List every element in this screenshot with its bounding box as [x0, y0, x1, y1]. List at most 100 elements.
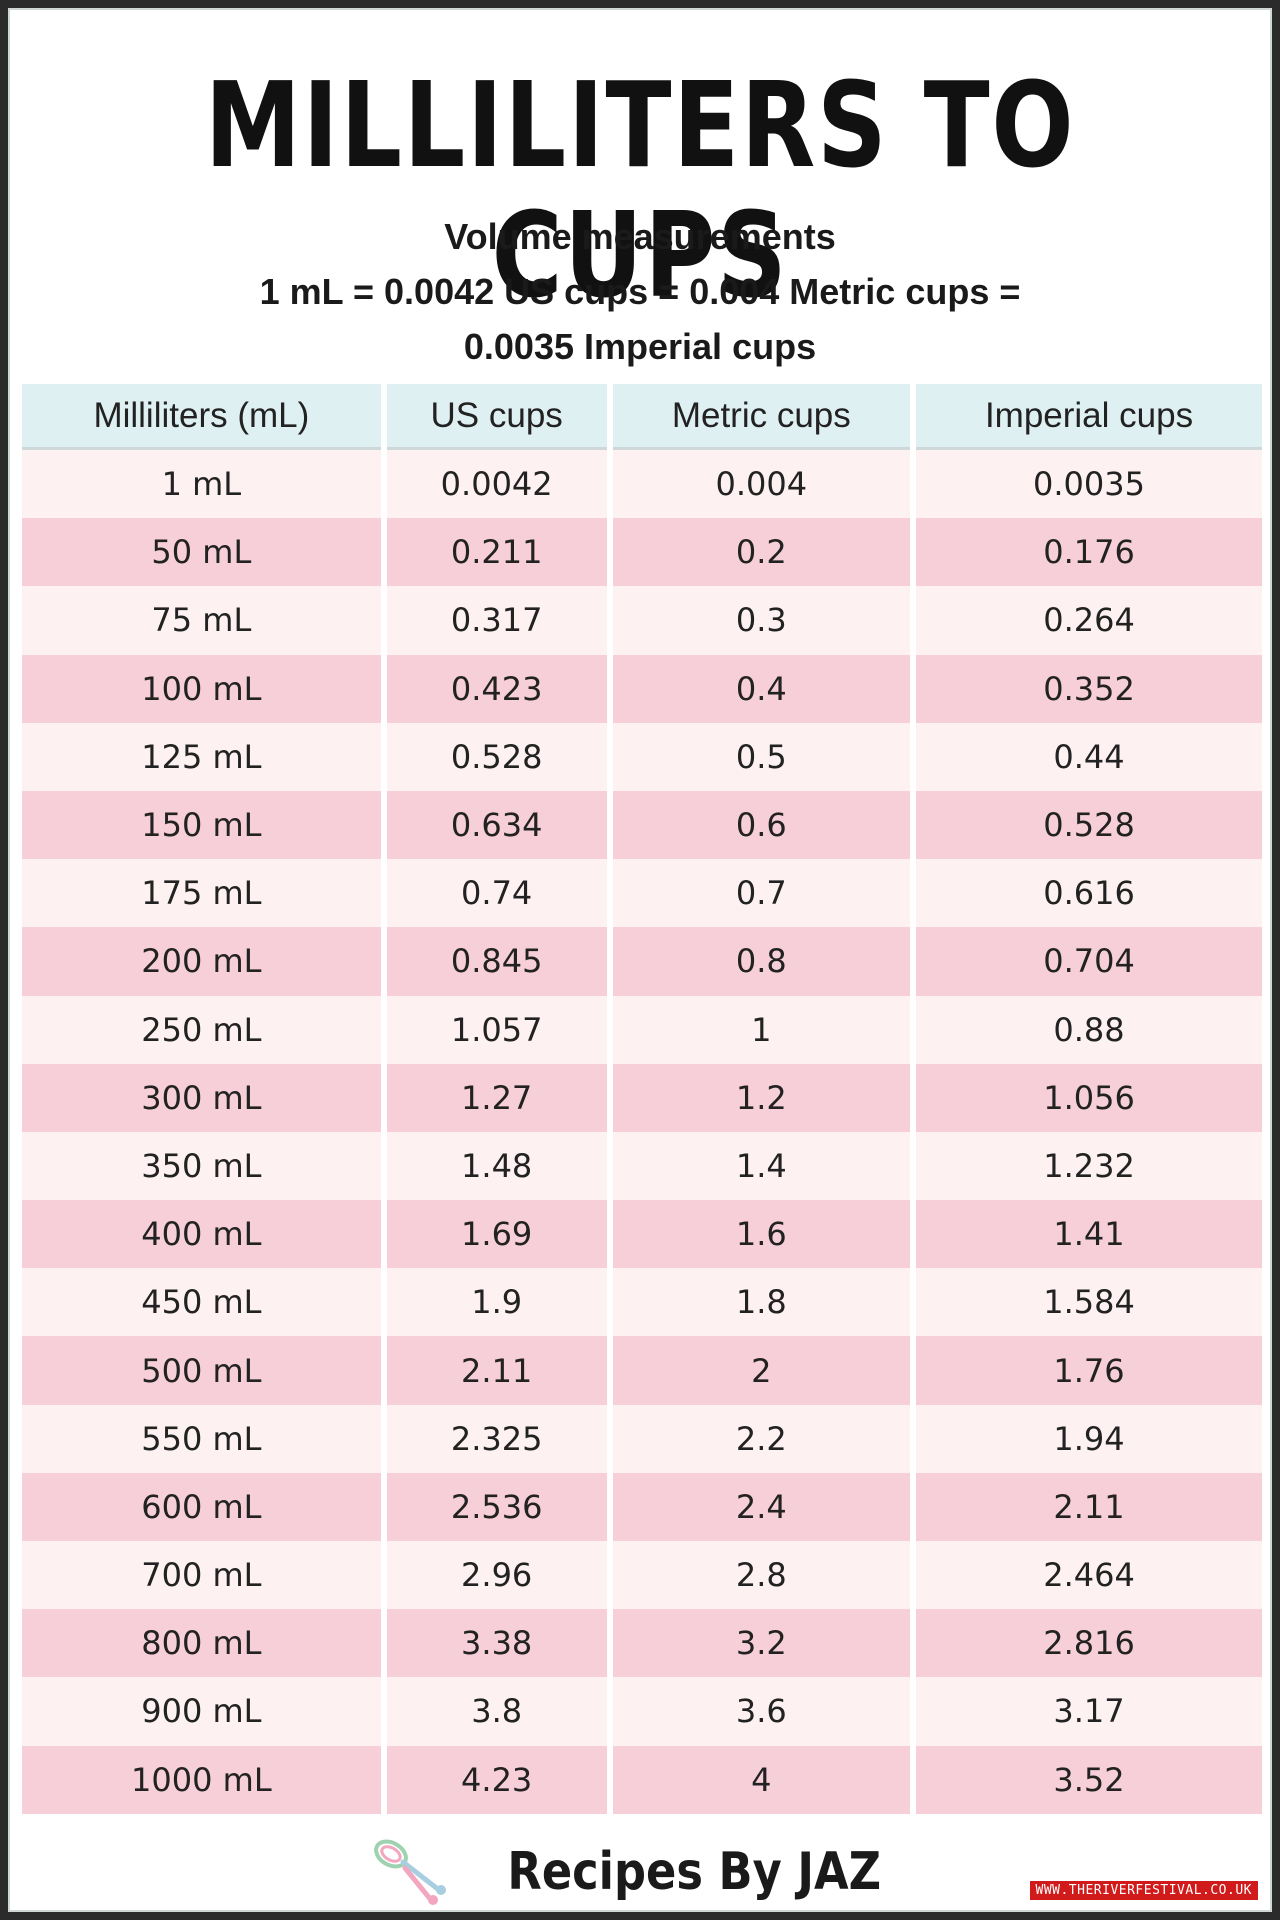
imperial-cups-cell: 0.88	[916, 995, 1262, 1064]
metric-cups-cell: 2.8	[612, 1541, 911, 1610]
table-row: 550 mL 2.325 2.2 1.94	[22, 1404, 1262, 1473]
imperial-cups-cell: 3.52	[916, 1745, 1262, 1814]
imperial-cups-cell: 0.616	[916, 859, 1262, 928]
table-row: 200 mL 0.845 0.8 0.704	[22, 927, 1262, 996]
us-cups-cell: 1.69	[386, 1200, 607, 1269]
us-cups-cell: 4.23	[386, 1745, 607, 1814]
us-cups-cell: 3.38	[386, 1609, 607, 1678]
imperial-cups-cell: 0.352	[916, 654, 1262, 723]
metric-cups-cell: 0.7	[612, 859, 911, 928]
metric-cups-cell: 0.3	[612, 586, 911, 655]
metric-cups-cell: 1.6	[612, 1200, 911, 1269]
metric-cups-cell: 2.4	[612, 1472, 911, 1541]
milliliters-cell: 450 mL	[22, 1268, 381, 1337]
milliliters-cell: 350 mL	[22, 1131, 381, 1201]
table-body: 1 mL 0.0042 0.004 0.0035 50 mL 0.211 0.2 0.176 7…	[22, 450, 1262, 1814]
table-row: 175 mL 0.74 0.7 0.616	[22, 859, 1262, 928]
metric-cups-cell: 3.2	[612, 1609, 911, 1678]
imperial-cups-cell: 2.11	[916, 1472, 1262, 1541]
whisk-icon	[373, 1839, 446, 1905]
metric-cups-cell: 0.004	[612, 450, 911, 519]
table-row: 1 mL 0.0042 0.004 0.0035	[22, 450, 1262, 519]
us-cups-cell: 1.48	[386, 1131, 607, 1201]
header-us-cups: US cups	[386, 384, 607, 450]
conversion-chart-sheet: MILLILITERS TO CUPS Volume measurements …	[8, 8, 1272, 1912]
milliliters-cell: 400 mL	[22, 1200, 381, 1269]
milliliters-cell: 600 mL	[22, 1472, 381, 1541]
imperial-cups-cell: 1.232	[916, 1131, 1262, 1201]
header-imperial-cups: Imperial cups	[916, 384, 1262, 450]
table-row: 300 mL 1.27 1.2 1.056	[22, 1063, 1262, 1132]
imperial-cups-cell: 0.0035	[916, 450, 1262, 519]
imperial-cups-cell: 0.264	[916, 586, 1262, 655]
table-row: 75 mL 0.317 0.3 0.264	[22, 586, 1262, 655]
milliliters-cell: 550 mL	[22, 1404, 381, 1473]
page-title: MILLILITERS TO CUPS	[204, 56, 1076, 324]
milliliters-cell: 200 mL	[22, 927, 381, 996]
imperial-cups-cell: 1.76	[916, 1336, 1262, 1405]
table-row: 450 mL 1.9 1.8 1.584	[22, 1268, 1262, 1337]
metric-cups-cell: 1.2	[612, 1063, 911, 1132]
header-milliliters: Milliliters (mL)	[22, 384, 381, 450]
milliliters-cell: 800 mL	[22, 1609, 381, 1678]
table-row: 125 mL 0.528 0.5 0.44	[22, 722, 1262, 791]
imperial-cups-cell: 2.464	[916, 1541, 1262, 1610]
imperial-cups-cell: 1.584	[916, 1268, 1262, 1337]
table-row: 1000 mL 4.23 4 3.52	[22, 1745, 1262, 1814]
milliliters-cell: 100 mL	[22, 654, 381, 723]
us-cups-cell: 0.528	[386, 722, 607, 791]
metric-cups-cell: 0.6	[612, 790, 911, 860]
us-cups-cell: 1.9	[386, 1268, 607, 1337]
subtitle-line-1: Volume measurements	[444, 216, 836, 257]
us-cups-cell: 0.317	[386, 586, 607, 655]
table-row: 250 mL 1.057 1 0.88	[22, 995, 1262, 1064]
imperial-cups-cell: 3.17	[916, 1677, 1262, 1746]
us-cups-cell: 0.0042	[386, 450, 607, 519]
table-header-row: Milliliters (mL) US cups Metric cups Imp…	[22, 384, 1262, 450]
table-row: 100 mL 0.423 0.4 0.352	[22, 654, 1262, 723]
table-row: 900 mL 3.8 3.6 3.17	[22, 1677, 1262, 1746]
us-cups-cell: 1.27	[386, 1063, 607, 1132]
us-cups-cell: 1.057	[386, 995, 607, 1064]
us-cups-cell: 2.96	[386, 1541, 607, 1610]
table-row: 700 mL 2.96 2.8 2.464	[22, 1541, 1262, 1610]
milliliters-cell: 75 mL	[22, 586, 381, 655]
metric-cups-cell: 0.2	[612, 518, 911, 587]
conversion-table: Milliliters (mL) US cups Metric cups Imp…	[16, 384, 1268, 1814]
milliliters-cell: 900 mL	[22, 1677, 381, 1746]
us-cups-cell: 0.74	[386, 859, 607, 928]
us-cups-cell: 3.8	[386, 1677, 607, 1746]
metric-cups-cell: 2	[612, 1336, 911, 1405]
us-cups-cell: 0.423	[386, 654, 607, 723]
imperial-cups-cell: 2.816	[916, 1609, 1262, 1678]
us-cups-cell: 2.325	[386, 1404, 607, 1473]
milliliters-cell: 1000 mL	[22, 1745, 381, 1814]
table-row: 350 mL 1.48 1.4 1.232	[22, 1131, 1262, 1201]
milliliters-cell: 250 mL	[22, 995, 381, 1064]
table-row: 50 mL 0.211 0.2 0.176	[22, 518, 1262, 587]
metric-cups-cell: 0.5	[612, 722, 911, 791]
imperial-cups-cell: 0.704	[916, 927, 1262, 996]
brand-name: Recipes By JAZ	[507, 1842, 881, 1902]
milliliters-cell: 700 mL	[22, 1541, 381, 1610]
imperial-cups-cell: 0.528	[916, 790, 1262, 860]
imperial-cups-cell: 0.44	[916, 722, 1262, 791]
metric-cups-cell: 1.4	[612, 1131, 911, 1201]
header-metric-cups: Metric cups	[612, 384, 911, 450]
us-cups-cell: 2.11	[386, 1336, 607, 1405]
metric-cups-cell: 0.4	[612, 654, 911, 723]
milliliters-cell: 125 mL	[22, 722, 381, 791]
milliliters-cell: 50 mL	[22, 518, 381, 587]
milliliters-cell: 1 mL	[22, 450, 381, 519]
table-row: 600 mL 2.536 2.4 2.11	[22, 1472, 1262, 1541]
metric-cups-cell: 4	[612, 1745, 911, 1814]
metric-cups-cell: 1.8	[612, 1268, 911, 1337]
milliliters-cell: 500 mL	[22, 1336, 381, 1405]
metric-cups-cell: 2.2	[612, 1404, 911, 1473]
us-cups-cell: 0.211	[386, 518, 607, 587]
metric-cups-cell: 3.6	[612, 1677, 911, 1746]
brand-footer: Recipes By JAZ	[10, 1832, 1270, 1912]
subtitle-line-2: 1 mL = 0.0042 US cups = 0.004 Metric cup…	[259, 271, 1021, 312]
imperial-cups-cell: 1.94	[916, 1404, 1262, 1473]
table-row: 400 mL 1.69 1.6 1.41	[22, 1200, 1262, 1269]
